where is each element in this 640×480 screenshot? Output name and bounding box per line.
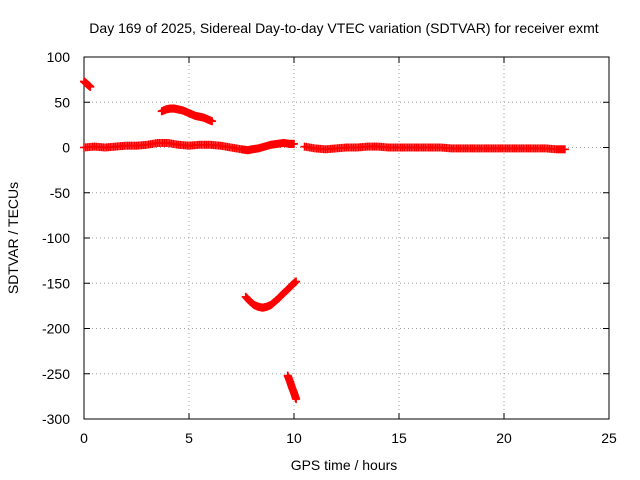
data-point [560,145,569,154]
x-tick-label: 20 [496,430,512,446]
data-point [208,117,217,126]
y-tick-label: -150 [42,275,70,291]
y-tick-label: -100 [42,230,70,246]
x-tick-label: 15 [391,430,407,446]
y-tick-label: 50 [54,94,70,110]
data-points [80,77,569,404]
y-tick-label: -250 [42,366,70,382]
x-tick-labels: 0 5 10 15 20 25 [80,430,617,446]
data-point [292,277,301,286]
y-tick-label: -200 [42,321,70,337]
chart-title: Day 169 of 2025, Sidereal Day-to-day VTE… [89,20,598,36]
y-tick-label: 100 [47,49,71,65]
x-tick-label: 10 [286,430,302,446]
x-axis-label: GPS time / hours [291,457,398,473]
data-point [86,82,95,91]
data-point [290,139,298,148]
y-tick-labels: -300 -250 -200 -150 -100 -50 0 50 100 [42,49,70,427]
plot-frame [83,56,610,420]
y-tick-label: -50 [50,185,70,201]
y-tick-label: -300 [42,411,70,427]
data-point [292,395,301,404]
x-tick-label: 25 [601,430,617,446]
x-tick-label: 5 [185,430,193,446]
y-tick-label: 0 [62,140,70,156]
y-axis-label: SDTVAR / TECUs [5,182,21,294]
x-tick-label: 0 [80,430,88,446]
